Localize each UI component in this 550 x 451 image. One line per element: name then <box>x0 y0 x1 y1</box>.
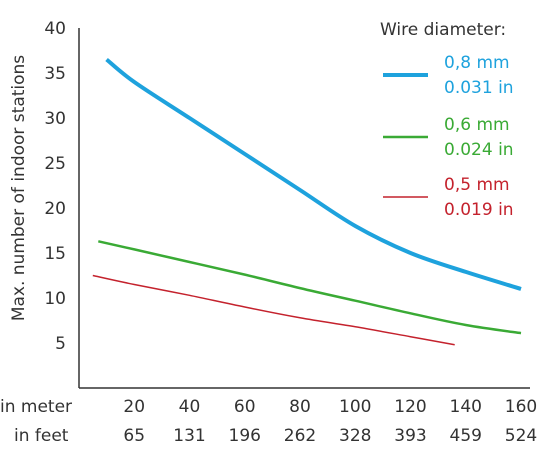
legend: 0,8 mm 0.031 in 0,6 mm 0.024 in 0,5 mm 0.019 … <box>383 53 514 220</box>
legend-label-in-2: 0.024 in <box>444 140 514 160</box>
x-tick-label-ft-131: 131 <box>173 426 205 446</box>
legend-title: Wire diameter: <box>380 20 506 40</box>
y-tick-label-10: 10 <box>44 289 66 309</box>
x-tick-label-m-60: 60 <box>234 397 256 417</box>
x-tick-label-m-40: 40 <box>179 397 201 417</box>
x-tick-label-ft-196: 196 <box>229 426 261 446</box>
y-tick-label-35: 35 <box>44 64 66 84</box>
x-label-feet: in feet <box>14 426 69 446</box>
y-tick-label-15: 15 <box>44 244 66 264</box>
x-tick-label-ft-393: 393 <box>394 426 426 446</box>
legend-label-mm-3: 0,5 mm <box>444 175 510 195</box>
y-tick-label-25: 25 <box>44 154 66 174</box>
y-axis-title: Max. number of indoor stations <box>9 55 29 321</box>
y-tick-label-20: 20 <box>44 199 66 219</box>
x-tick-label-m-20: 20 <box>123 397 145 417</box>
y-tick-label-40: 40 <box>44 19 66 39</box>
x-tick-label-ft-262: 262 <box>284 426 316 446</box>
legend-label-in-1: 0.031 in <box>444 78 514 98</box>
x-tick-label-m-100: 100 <box>339 397 371 417</box>
x-tick-label-ft-459: 459 <box>450 426 482 446</box>
series-lines <box>92 57 522 346</box>
x-tick-label-m-80: 80 <box>289 397 311 417</box>
x-tick-label-m-160: 160 <box>505 397 537 417</box>
y-tick-labels: 5 10 15 20 25 30 35 40 <box>44 19 66 354</box>
x-tick-label-ft-524: 524 <box>505 426 537 446</box>
plot-area <box>78 28 530 389</box>
series-line-3 <box>92 274 455 346</box>
x-tick-label-m-140: 140 <box>450 397 482 417</box>
x-tick-label-m-120: 120 <box>394 397 426 417</box>
legend-label-mm-1: 0,8 mm <box>444 53 510 73</box>
series-line-1 <box>105 57 522 291</box>
x-label-meter: in meter <box>0 397 72 417</box>
legend-label-mm-2: 0,6 mm <box>444 115 510 135</box>
x-tick-label-ft-65: 65 <box>123 426 145 446</box>
y-tick-label-30: 30 <box>44 109 66 129</box>
x-tick-label-ft-328: 328 <box>339 426 371 446</box>
legend-label-in-3: 0.019 in <box>444 200 514 220</box>
y-tick-label-5: 5 <box>55 334 66 354</box>
x-tick-labels: 20 65 40 131 60 196 80 262 100 328 120 393 140 459 160… <box>123 397 537 446</box>
series-line-2 <box>98 240 522 335</box>
